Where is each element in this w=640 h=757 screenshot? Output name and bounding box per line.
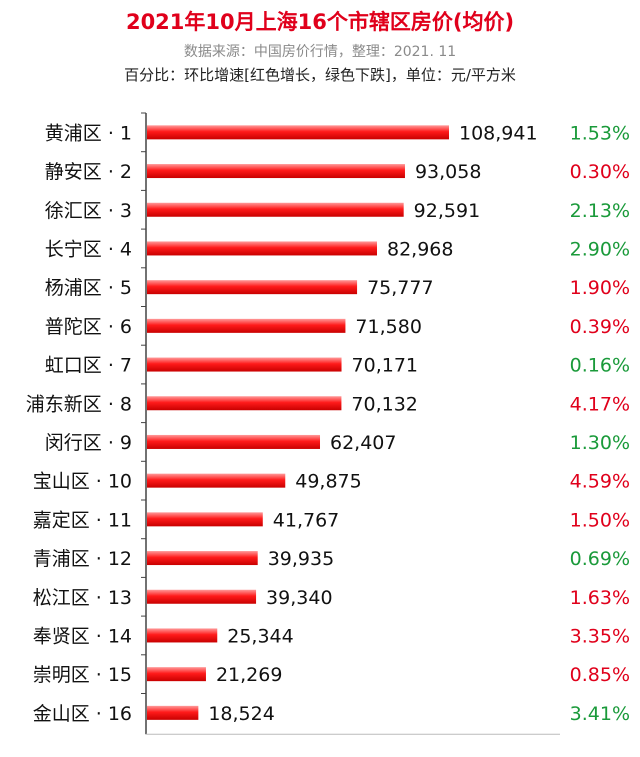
value-label: 108,941: [459, 122, 538, 144]
growth-label: 3.35%: [570, 625, 630, 647]
bar: [147, 125, 449, 140]
value-label: 71,580: [355, 316, 421, 338]
value-label: 39,340: [266, 587, 332, 609]
bar: [147, 473, 286, 488]
value-label: 21,269: [216, 664, 282, 686]
bar: [147, 551, 258, 566]
category-label: 宝山区 · 10: [33, 471, 132, 493]
bar: [147, 318, 346, 333]
category-label: 闵行区 · 9: [45, 432, 132, 454]
chart-source: 数据来源：中国房价行情，整理：2021. 11: [183, 44, 457, 60]
value-label: 39,935: [268, 548, 334, 570]
bar: [147, 202, 404, 217]
category-label: 嘉定区 · 11: [33, 509, 132, 531]
category-label: 杨浦区 · 5: [45, 277, 132, 299]
bar: [147, 434, 321, 449]
category-label: 金山区 · 16: [33, 703, 132, 725]
growth-label: 4.59%: [570, 471, 630, 493]
growth-label: 1.50%: [570, 509, 630, 531]
growth-label: 0.16%: [570, 355, 630, 377]
bar: [147, 357, 342, 372]
value-label: 75,777: [367, 277, 433, 299]
growth-label: 2.90%: [570, 238, 630, 260]
growth-label: 0.85%: [570, 664, 630, 686]
growth-label: 0.39%: [570, 316, 630, 338]
value-label: 93,058: [415, 161, 481, 183]
category-label: 青浦区 · 12: [33, 548, 132, 570]
category-label: 浦东新区 · 8: [26, 393, 132, 415]
chart-body: 黄浦区 · 1 108,941 1.53% 静安区 · 2 93,058 0.30% 徐汇区…: [26, 112, 630, 735]
bar: [147, 396, 342, 411]
value-label: 70,171: [352, 355, 418, 377]
bar: [147, 705, 199, 720]
value-label: 62,407: [330, 432, 396, 454]
value-label: 82,968: [387, 238, 453, 260]
growth-label: 1.30%: [570, 432, 630, 454]
category-label: 松江区 · 13: [33, 587, 132, 609]
growth-label: 1.63%: [570, 587, 630, 609]
value-label: 25,344: [227, 625, 293, 647]
value-label: 49,875: [295, 471, 361, 493]
bar: [147, 589, 257, 604]
growth-label: 0.69%: [570, 548, 630, 570]
category-label: 徐汇区 · 3: [45, 200, 132, 222]
category-label: 奉贤区 · 14: [33, 625, 132, 647]
chart-header: 2021年10月上海16个市辖区房价(均价) 数据来源：中国房价行情，整理：20…: [0, 0, 640, 92]
bar: [147, 164, 405, 179]
value-label: 41,767: [273, 509, 339, 531]
growth-label: 0.30%: [570, 161, 630, 183]
category-label: 普陀区 · 6: [45, 316, 132, 338]
category-label: 虹口区 · 7: [45, 355, 132, 377]
category-label: 崇明区 · 15: [33, 664, 132, 686]
growth-label: 4.17%: [570, 393, 630, 415]
growth-label: 1.53%: [570, 122, 630, 144]
category-label: 黄浦区 · 1: [45, 122, 132, 144]
bar: [147, 512, 263, 527]
bar: [147, 241, 377, 256]
bar: [147, 667, 206, 682]
growth-label: 2.13%: [570, 200, 630, 222]
bar: [147, 628, 218, 643]
category-label: 静安区 · 2: [45, 161, 132, 183]
growth-label: 3.41%: [570, 703, 630, 725]
chart-note: 百分比：环比增速[红色增长，绿色下跌]，单位：元/平方米: [124, 66, 516, 84]
chart-title: 2021年10月上海16个市辖区房价(均价): [125, 10, 515, 34]
value-label: 92,591: [414, 200, 480, 222]
category-label: 长宁区 · 4: [45, 238, 132, 260]
bar: [147, 280, 358, 295]
value-label: 70,132: [351, 393, 417, 415]
growth-label: 1.90%: [570, 277, 630, 299]
value-label: 18,524: [208, 703, 274, 725]
